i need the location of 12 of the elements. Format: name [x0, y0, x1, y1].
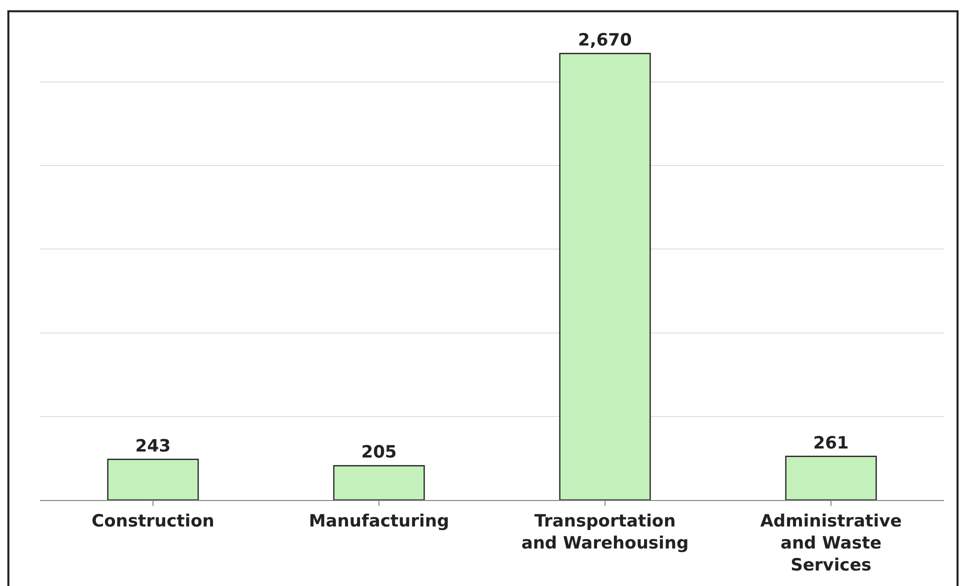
data-label: 205	[361, 442, 397, 463]
data-label: 2,670	[578, 30, 632, 50]
bar	[559, 52, 651, 500]
data-label: 243	[135, 436, 171, 456]
bar	[333, 465, 425, 500]
x-tick-label: Manufacturing	[308, 511, 450, 532]
bar	[785, 456, 877, 500]
x-tick-label: Transportation and Warehousing	[521, 511, 689, 554]
x-tick-label: Construction	[92, 511, 214, 532]
bar	[107, 458, 199, 500]
data-label: 261	[813, 433, 849, 454]
x-tick-label: Administrative and Waste Services	[760, 511, 902, 576]
